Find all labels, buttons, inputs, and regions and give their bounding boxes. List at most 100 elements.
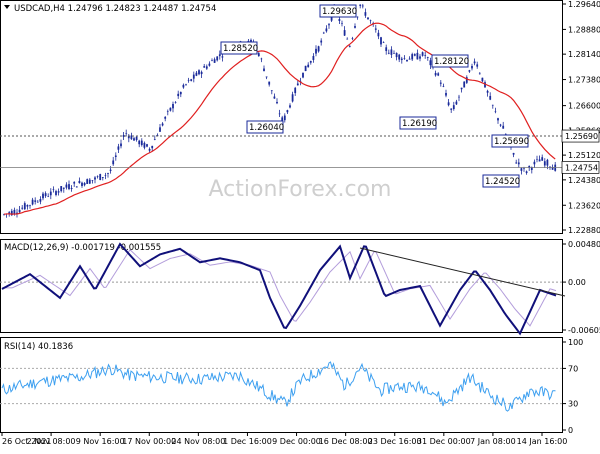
candle-body — [309, 61, 312, 63]
candle-body — [42, 193, 44, 199]
candle-body — [127, 135, 130, 139]
candle-body — [364, 12, 367, 16]
macd-line — [1, 242, 557, 336]
candle-body — [39, 199, 42, 202]
candle-body — [29, 205, 31, 206]
x-tick-label: 16 Dec 08:00 — [319, 437, 373, 446]
candle-body — [476, 64, 479, 67]
candle-body — [179, 91, 182, 95]
collapse-arrow-icon[interactable] — [4, 5, 10, 9]
candle-body — [445, 92, 447, 96]
macd-trendline — [359, 247, 566, 297]
candle-body — [354, 26, 356, 28]
candle-body — [151, 145, 154, 149]
rsi-panel — [0, 337, 563, 433]
candle-body — [161, 123, 164, 126]
candle-body — [361, 5, 364, 7]
candle-body — [104, 174, 107, 176]
candle-body — [125, 133, 128, 134]
candle-body — [140, 140, 143, 146]
candle-body — [88, 179, 91, 184]
candle-body — [458, 96, 460, 98]
candle-body — [525, 171, 528, 174]
candle-body — [351, 38, 354, 39]
candle-body — [478, 73, 481, 75]
rsi-tick-label: 70 — [568, 364, 578, 373]
candle-body — [348, 45, 351, 47]
candle-body — [109, 169, 112, 171]
macd-title: MACD(12,26,9) -0.001719 -0.001555 — [4, 243, 161, 253]
candle-body — [551, 167, 554, 170]
candle-body — [94, 177, 96, 180]
candle-body — [286, 110, 289, 113]
candle-body — [122, 135, 125, 137]
candle-body — [78, 180, 81, 184]
candle-body — [408, 58, 411, 60]
candle-body — [62, 187, 65, 189]
candle-body — [260, 58, 263, 60]
candle-body — [471, 65, 473, 69]
candle-body — [484, 82, 486, 88]
candle-body — [65, 184, 68, 188]
price-annotation-label: 1.26190 — [402, 119, 437, 129]
rsi-tick-label: 30 — [568, 400, 578, 409]
x-tick-label: 2 Nov 08:00 — [27, 437, 76, 446]
candle-body — [455, 101, 458, 105]
candle-body — [546, 159, 549, 166]
candle-body — [34, 200, 37, 202]
price-annotation-box — [431, 54, 469, 68]
candle-body — [406, 59, 408, 62]
candle-body — [31, 199, 34, 205]
price-annotation-box — [491, 134, 529, 148]
watermark: ActionForex.com — [209, 177, 392, 202]
candle-body — [328, 24, 330, 26]
candle-body — [44, 193, 47, 197]
candle-body — [268, 81, 271, 85]
candle-body — [473, 61, 476, 64]
price-tick-label: 1.23620 — [568, 201, 600, 210]
candle-body — [195, 72, 198, 76]
price-annotation-label: 1.24520 — [485, 177, 520, 187]
candle-body — [302, 72, 304, 78]
candle-body — [133, 138, 135, 141]
candle-body — [377, 32, 380, 37]
candle-body — [304, 65, 307, 72]
candle-body — [395, 52, 398, 58]
x-tick-label: 9 Dec 00:00 — [272, 437, 321, 446]
macd-panel — [0, 239, 563, 333]
candle-body — [49, 191, 52, 196]
candle-body — [283, 115, 286, 121]
candle-body — [411, 54, 414, 60]
candle-body — [216, 56, 219, 61]
candle-body — [486, 90, 489, 93]
candle-body — [289, 105, 291, 108]
price-tag-box — [561, 160, 600, 174]
candle-body — [541, 157, 544, 161]
candle-body — [533, 161, 536, 165]
moving-average-line — [3, 22, 556, 215]
candle-body — [382, 42, 385, 44]
candle-body — [81, 182, 83, 186]
x-tick-label: 26 Oct 2021 — [2, 437, 51, 446]
candle-body — [497, 118, 499, 121]
price-annotation-box — [246, 120, 284, 134]
candle-body — [13, 209, 16, 214]
candle-body — [107, 173, 109, 174]
candle-body — [447, 102, 450, 106]
x-tick-label: 9 Nov 16:00 — [76, 437, 125, 446]
candle-body — [499, 124, 502, 126]
candle-body — [374, 28, 377, 30]
candle-body — [281, 117, 284, 121]
x-tick-label: 14 Jan 16:00 — [517, 437, 568, 446]
candle-body — [517, 162, 520, 165]
price-annotation-label: 1.25690 — [494, 137, 529, 147]
candle-body — [57, 191, 60, 193]
price-annotation-box — [482, 174, 520, 188]
candle-body — [164, 116, 167, 119]
candle-body — [385, 47, 388, 52]
candle-body — [263, 68, 265, 72]
candle-body — [143, 142, 146, 148]
candle-body — [101, 177, 104, 179]
candle-body — [494, 111, 497, 113]
